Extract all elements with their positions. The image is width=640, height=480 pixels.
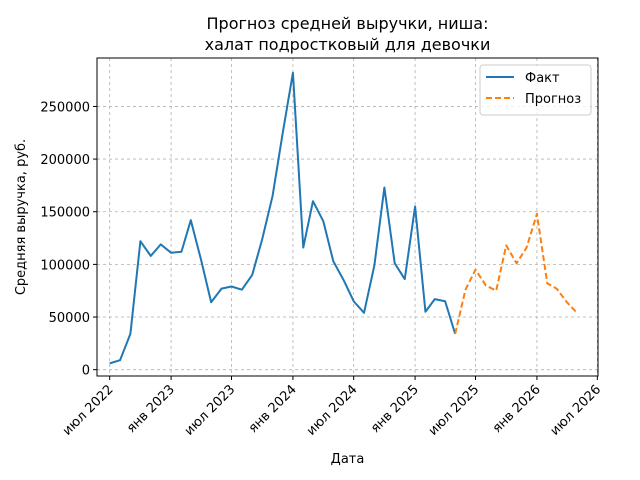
plot-lines (109, 71, 578, 365)
y-tick-label: 0 (82, 364, 90, 379)
x-tick-label: июл 2022 (60, 382, 117, 439)
x-tick-label: июл 2026 (548, 382, 605, 439)
legend-label-fact: Факт (525, 71, 560, 86)
x-tick-label: июл 2023 (182, 382, 239, 439)
series-line-forecast (454, 212, 578, 335)
grid (97, 58, 598, 376)
y-tick-label: 200000 (40, 153, 90, 168)
x-axis-label: Дата (331, 452, 365, 467)
x-tick-label: янв 2025 (368, 382, 422, 436)
y-axis-label: Средняя выручка, руб. (14, 139, 29, 295)
chart-title-line-2: халат подростковый для девочки (205, 35, 491, 54)
y-tick-label: 150000 (40, 206, 90, 221)
x-tick-label: янв 2023 (124, 382, 178, 436)
chart-title-line-1: Прогноз средней выручки, ниша: (207, 14, 489, 33)
y-tick-label: 50000 (49, 311, 90, 326)
series-line-fact (109, 71, 457, 365)
x-tick-label: янв 2024 (246, 382, 300, 436)
x-tick-label: июл 2024 (304, 382, 361, 439)
legend-label-forecast: Прогноз (525, 92, 581, 107)
x-tick-label: июл 2025 (426, 382, 483, 439)
y-tick-label: 250000 (40, 100, 90, 115)
x-tick-label: янв 2026 (490, 382, 544, 436)
y-tick-label: 100000 (40, 258, 90, 273)
legend: Факт Прогноз (479, 64, 592, 116)
plot-area-frame (96, 57, 599, 377)
